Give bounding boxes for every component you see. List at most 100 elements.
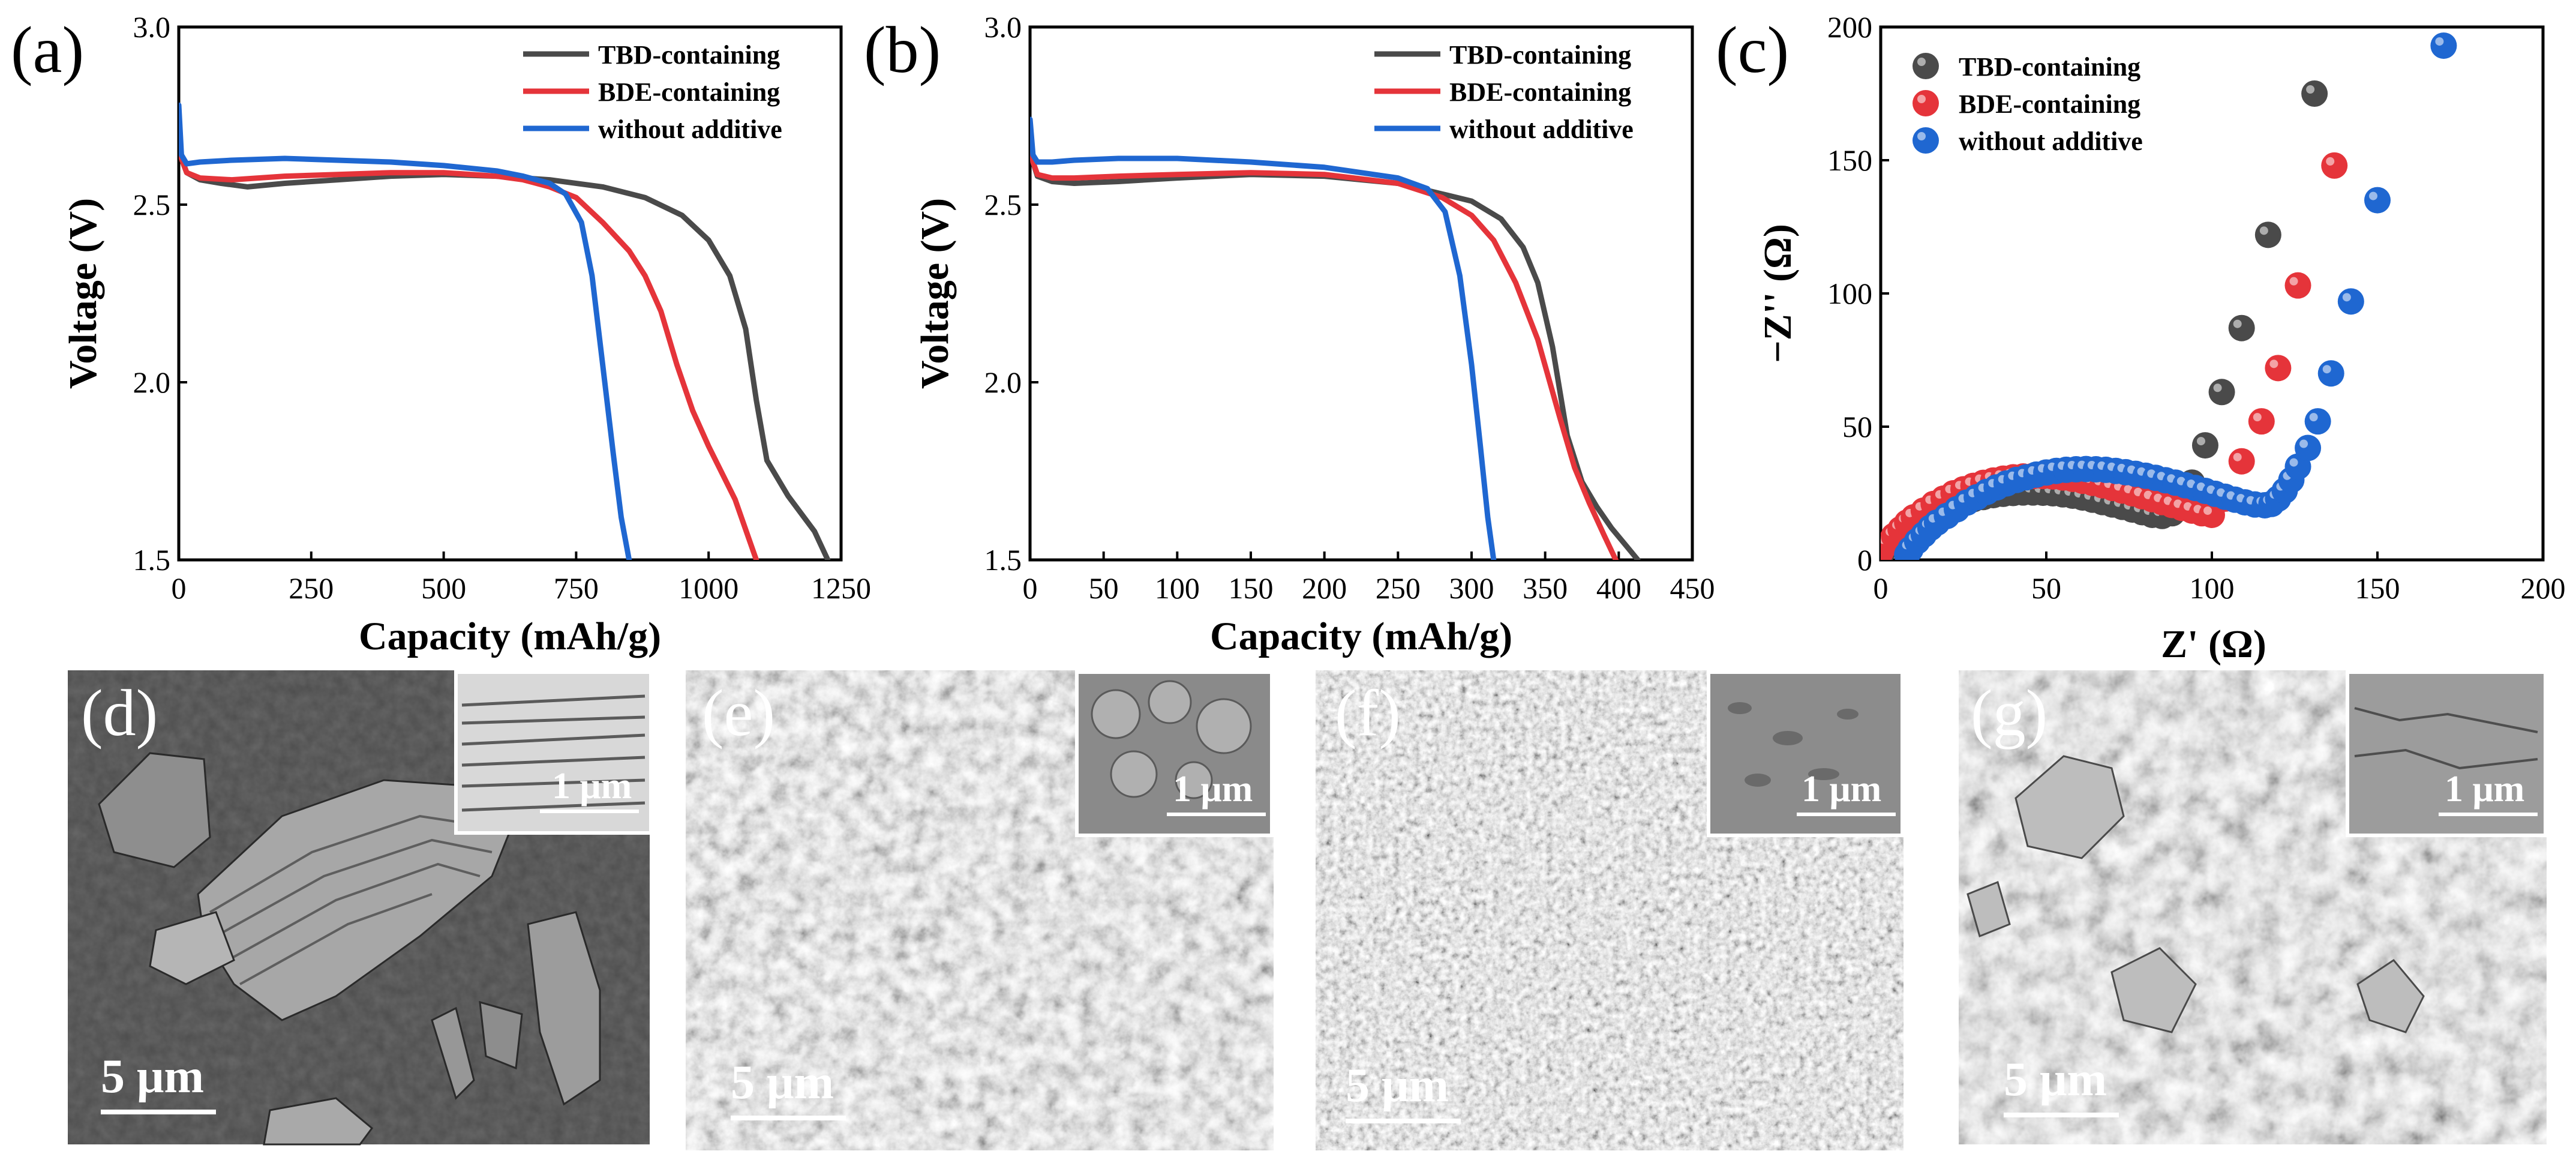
point-highlight [2233,452,2242,461]
legend-label-a-2: without additive [598,115,782,144]
data-point-c-1-37 [2228,448,2255,475]
x-tick-label-a-5: 1250 [811,571,871,605]
inset-scale-label-e: 1 μm [1173,769,1253,810]
legend-marker-c-1 [1913,90,1939,116]
plot-frame-b [1028,25,1694,562]
panel-label-e: (e) [702,676,775,750]
x-tick-label-b-1: 50 [1089,571,1119,605]
point-highlight [2369,191,2377,200]
panel-label-c: (c) [1716,13,1789,86]
x-tick-label-a-4: 1000 [678,571,738,605]
x-tick-label-c-1: 50 [2031,571,2061,605]
sem-image-d: 1 μm (d) 5 μm [68,670,653,1146]
sem-image-g: 1 μm (g) 5 μm [1959,670,2547,1144]
panel-label-a: (a) [11,13,84,86]
y-tick-label-a-1: 2.0 [133,365,171,399]
data-point-c-2-46 [2317,360,2344,387]
legend-marker-highlight [1917,58,1926,66]
y-axis-label-a: Voltage (V) [61,198,105,389]
y-axis-label-c: −Z'' (Ω) [1756,224,1800,363]
x-tick-label-c-4: 200 [2521,571,2566,605]
series-line-b-0 [1030,124,1641,560]
point-highlight [2326,157,2335,166]
point-highlight [2435,37,2444,46]
data-point-c-2-44 [2295,434,2322,461]
point-highlight [2196,437,2205,446]
data-point-c-0-34 [2191,432,2218,459]
point-highlight [2269,359,2278,368]
x-tick-label-a-2: 500 [421,571,466,605]
data-point-c-2-47 [2337,288,2364,315]
inset-f [1707,670,1904,837]
data-point-c-0-36 [2228,314,2255,341]
point-highlight [2289,458,2298,467]
voltage-capacity-chart-a: (a) 0 250 500 750 1000 1250 1.5 2.0 2.5 3.0 TBD-c… [11,10,871,658]
nyquist-plot-c: (c) 0 50 100 150 200 0 50 100 150 200 TBD-contain… [1716,10,2566,666]
y-tick-label-b-3: 3.0 [984,10,1022,44]
x-tick-label-b-5: 250 [1376,571,1421,605]
x-tick-label-b-2: 100 [1155,571,1200,605]
data-point-c-0-38 [2301,80,2328,107]
series-line-a-0 [179,113,831,560]
series-line-b-2 [1030,116,1497,560]
panel-label-g: (g) [1971,676,2047,750]
y-axis-label-b: Voltage (V) [913,198,957,389]
y-tick-label-c-2: 100 [1827,277,1872,310]
scale-label-d: 5 μm [101,1050,204,1103]
y-tick-label-b-2: 2.5 [984,188,1022,221]
inset-particles-e [1091,680,1252,799]
scale-label-f: 5 μm [1346,1059,1449,1112]
data-point-c-2-49 [2430,32,2457,59]
legend-marker-highlight [1917,95,1926,103]
legend-label-c-2: without additive [1959,127,2143,156]
point-highlight [2306,85,2315,94]
x-tick-label-a-3: 750 [554,571,599,605]
x-axis-label-b: Capacity (mAh/g) [1210,615,1512,658]
sem-image-e: 1 μm (e) 5 μm [686,670,1274,1150]
voltage-capacity-chart-b: (b) 0 50 100 150 200 250 300 350 400 450 1.5 2.0 2.5… [864,10,1715,658]
series-line-b-1 [1030,131,1619,560]
panel-label-b: (b) [864,13,941,86]
point-highlight [2259,226,2268,235]
point-highlight [2322,365,2331,374]
data-point-c-1-41 [2321,152,2348,179]
data-point-c-1-39 [2265,355,2292,382]
y-tick-label-a-0: 1.5 [133,543,171,577]
legend-marker-c-0 [1913,53,1939,79]
legend-label-a-1: BDE-containing [598,77,780,107]
legend-marker-highlight [1917,132,1926,140]
x-tick-label-b-8: 400 [1596,571,1641,605]
point-highlight [2233,319,2242,328]
scale-label-g: 5 μm [2004,1053,2107,1106]
x-tick-label-b-6: 300 [1449,571,1494,605]
x-tick-label-b-0: 0 [1023,571,1038,605]
y-tick-label-a-3: 3.0 [133,10,171,44]
x-tick-label-c-2: 100 [2190,571,2235,605]
point-highlight [2253,413,2262,422]
y-tick-label-c-0: 0 [1857,543,1872,577]
x-tick-label-c-3: 150 [2355,571,2400,605]
data-point-c-2-45 [2304,408,2331,435]
inset-layers-d [461,694,645,812]
legend-label-b-2: without additive [1449,115,1634,144]
y-tick-label-c-3: 150 [1827,143,1872,177]
point-highlight [2203,506,2212,515]
panel-label-d: (d) [81,676,158,750]
x-axis-label-a: Capacity (mAh/g) [359,615,661,658]
point-highlight [2342,293,2351,302]
point-highlight [2309,413,2318,422]
series-line-a-2 [179,102,632,560]
large-particles-g [1966,755,2425,1033]
inset-scale-label-f: 1 μm [1802,769,1881,810]
y-tick-label-b-0: 1.5 [984,543,1022,577]
panel-label-f: (f) [1335,676,1401,750]
x-tick-label-b-3: 150 [1229,571,1274,605]
scale-label-e: 5 μm [731,1056,834,1109]
legend-marker-c-2 [1913,127,1939,154]
x-tick-label-a-0: 0 [172,571,187,605]
legend-label-b-1: BDE-containing [1449,77,1631,107]
x-tick-label-b-7: 350 [1523,571,1568,605]
x-tick-label-b-4: 200 [1302,571,1347,605]
inset-scale-label-g: 1 μm [2445,769,2524,810]
sem-image-f: 1 μm (f) 5 μm [1316,670,1904,1150]
